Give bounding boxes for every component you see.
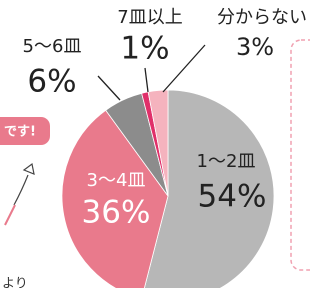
slice-value-label: 3% <box>236 33 274 61</box>
leader-line <box>98 76 120 100</box>
hand-icon <box>14 164 34 205</box>
footer-text: より <box>2 277 28 288</box>
side-panel <box>291 40 310 270</box>
wand <box>5 205 15 225</box>
slice-value-label: 1% <box>120 31 169 67</box>
slice-value-label: 54% <box>198 179 267 215</box>
leader-line <box>145 68 148 92</box>
callout-text: です! <box>4 125 36 140</box>
slice-value-label: 36% <box>82 195 151 231</box>
chart: です! より 1〜2皿 54% 3〜4皿 36% 5〜6皿 6% 7皿以上 1% 分からない 3% <box>0 0 310 288</box>
slice-label: 分からない <box>217 7 307 28</box>
slice-label: 1〜2皿 <box>197 151 256 172</box>
slice-label: 3〜4皿 <box>87 170 146 191</box>
slice-label: 5〜6皿 <box>23 36 82 57</box>
slice-label: 7皿以上 <box>117 7 182 28</box>
slice-value-label: 6% <box>27 64 76 100</box>
